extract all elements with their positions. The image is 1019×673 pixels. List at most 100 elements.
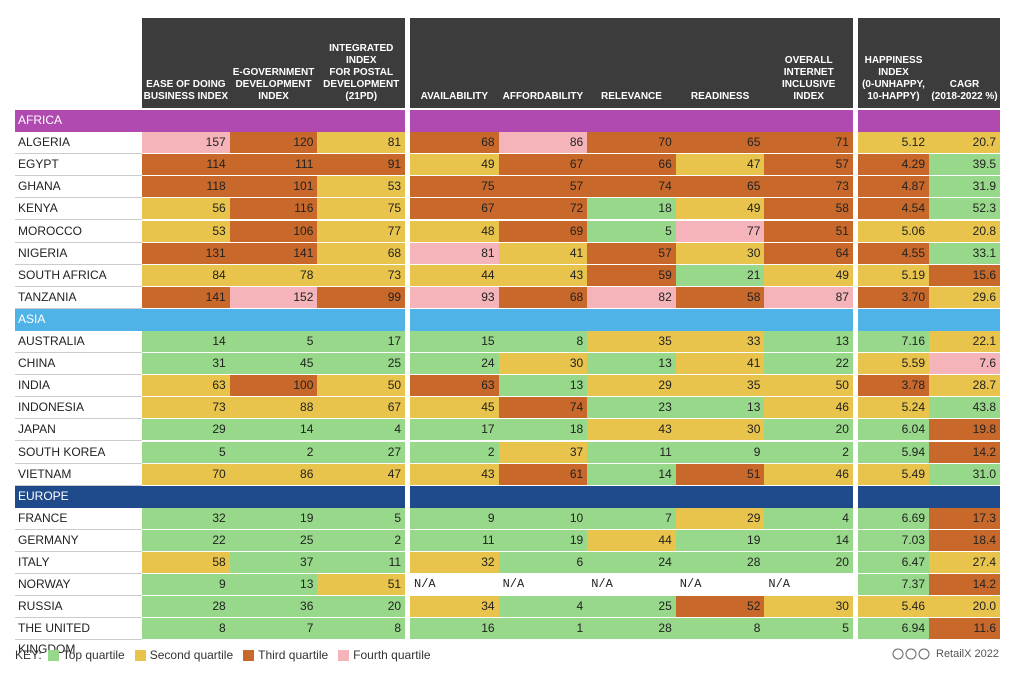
key-label: Fourth quartile: [353, 648, 431, 662]
cell: 86: [498, 132, 588, 155]
cell: 31: [142, 353, 230, 376]
cell: 58: [764, 198, 853, 221]
cell: 17: [317, 331, 406, 354]
cell: 131: [142, 242, 230, 265]
cell: 53: [142, 220, 230, 243]
cell: 57: [587, 242, 676, 265]
cell: 74: [587, 176, 676, 199]
cell: 22.1: [929, 331, 1000, 354]
cell: 30: [675, 419, 765, 442]
cell: 51: [675, 463, 765, 486]
cell: 4: [317, 419, 406, 442]
cell: 28: [142, 596, 230, 619]
cell: 2: [764, 441, 853, 464]
column-header: INTEGRATED INDEX FOR POSTAL DEVELOPMENT …: [317, 18, 406, 108]
country: KENYA: [15, 198, 142, 221]
cell: 141: [229, 242, 318, 265]
country: TANZANIA: [15, 287, 142, 309]
cell: 32: [410, 552, 499, 575]
column-header: CAGR (2018-2022 %): [929, 18, 1000, 108]
region-band: [858, 308, 1000, 331]
cell: 19.8: [929, 419, 1000, 442]
cell: 41: [498, 242, 588, 265]
cell: 57: [764, 154, 853, 177]
key-title: KEY:: [15, 648, 42, 662]
cell: 46: [764, 463, 853, 486]
cell: 5.12: [858, 132, 929, 155]
cell: 7.6: [929, 353, 1000, 376]
country: EGYPT: [15, 154, 142, 177]
cell: 3.78: [858, 375, 929, 398]
cell: 45: [410, 397, 499, 420]
cell: 63: [142, 375, 230, 398]
cell: 157: [142, 132, 230, 155]
cell: 6.47: [858, 552, 929, 575]
cell: 19: [675, 529, 765, 552]
cell: 51: [317, 574, 406, 597]
country: NIGERIA: [15, 243, 142, 265]
cell: 87: [764, 286, 853, 309]
cell: 43: [498, 264, 588, 287]
cell: 2: [317, 529, 406, 552]
cell: 118: [142, 176, 230, 199]
country: RUSSIA: [15, 596, 142, 619]
cell: 5: [764, 618, 853, 641]
cell: 81: [410, 242, 499, 265]
cell: 52.3: [929, 198, 1000, 221]
cell: 37: [229, 552, 318, 575]
region-label: AFRICA: [15, 110, 140, 133]
cell: 7.16: [858, 331, 929, 354]
cell: 20: [317, 596, 406, 619]
column-header: E-GOVERNMENT DEVELOPMENT INDEX: [229, 18, 318, 108]
cell: 20.8: [929, 220, 1000, 243]
cell: 16: [410, 618, 499, 641]
column-header: AVAILABILITY: [410, 18, 499, 108]
cell: 4: [764, 507, 853, 530]
country: SOUTH AFRICA: [15, 265, 142, 287]
cell: 21: [675, 264, 765, 287]
region-band: [410, 308, 853, 331]
cell: 52: [675, 596, 765, 619]
cell: 114: [142, 154, 230, 177]
country: ITALY: [15, 552, 142, 575]
cell: 5.49: [858, 463, 929, 486]
region-band: [858, 110, 1000, 133]
key: KEY: Top quartile Second quartile Third qu…: [15, 648, 431, 662]
cell: 14: [142, 331, 230, 354]
cell: 48: [410, 220, 499, 243]
cell: 37: [498, 441, 588, 464]
cell: 43: [410, 463, 499, 486]
cell: 72: [498, 198, 588, 221]
cell: 77: [317, 220, 406, 243]
cell: 58: [142, 552, 230, 575]
cell: 36: [229, 596, 318, 619]
cell: 13: [587, 353, 676, 376]
cell: 47: [317, 463, 406, 486]
cell: 27.4: [929, 552, 1000, 575]
region-band: [410, 110, 853, 133]
cell: 11: [317, 552, 406, 575]
cell: 56: [142, 198, 230, 221]
cell: 65: [675, 132, 765, 155]
cell: 33: [675, 331, 765, 354]
cell: 28: [587, 618, 676, 641]
key-label: Third quartile: [258, 648, 329, 662]
cell: 24: [410, 353, 499, 376]
cell: 81: [317, 132, 406, 155]
column-header: RELEVANCE: [587, 18, 676, 108]
cell: 61: [498, 463, 588, 486]
cell: 6.69: [858, 507, 929, 530]
cell: 35: [675, 375, 765, 398]
cell: 6: [498, 552, 588, 575]
cell: 15.6: [929, 264, 1000, 287]
cell: 82: [587, 286, 676, 309]
country: FRANCE: [15, 508, 142, 530]
cell: 11: [410, 529, 499, 552]
cell: 73: [317, 264, 406, 287]
cell: 100: [229, 375, 318, 398]
cell: 4.54: [858, 198, 929, 221]
region-label: ASIA: [15, 308, 140, 331]
cell: 5: [142, 441, 230, 464]
license-icons: [892, 648, 930, 660]
cell: 20: [764, 419, 853, 442]
